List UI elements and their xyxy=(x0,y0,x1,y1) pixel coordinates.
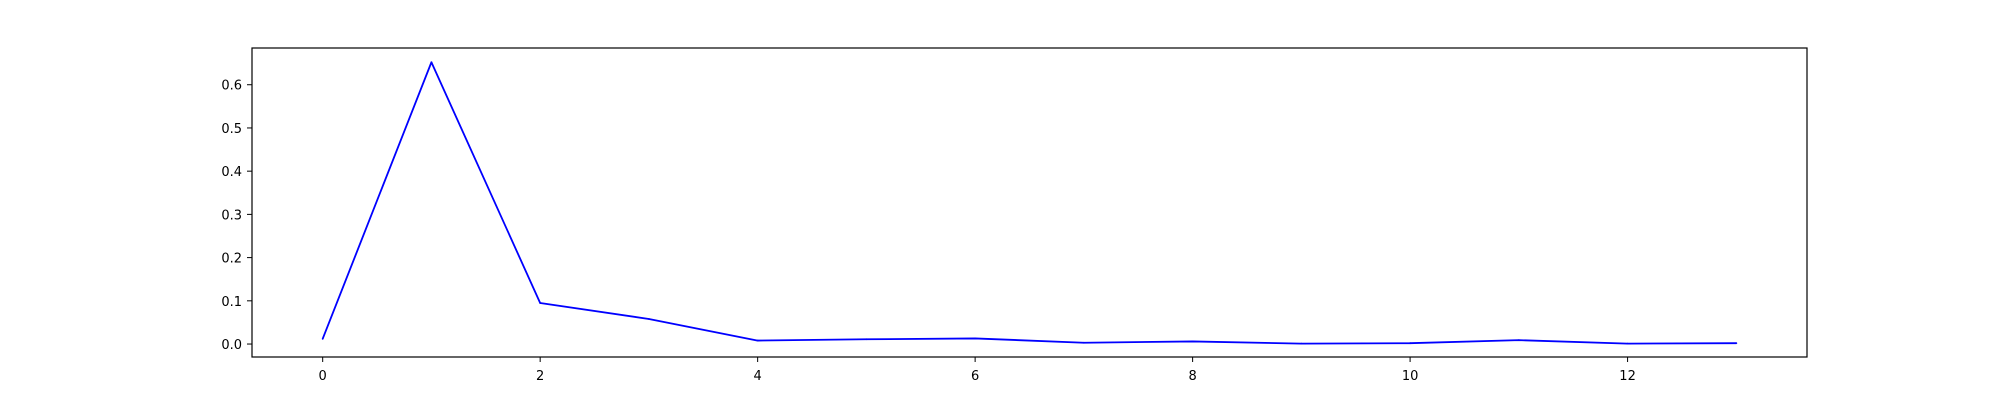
data-point xyxy=(321,337,324,340)
data-point xyxy=(756,339,759,342)
data-point xyxy=(1191,340,1194,343)
y-tick-label: 0.2 xyxy=(221,252,242,267)
x-tick-label: 6 xyxy=(971,369,979,384)
y-tick-label: 0.6 xyxy=(221,79,242,94)
series-line-0 xyxy=(321,61,1737,345)
data-point xyxy=(1735,342,1738,345)
data-point xyxy=(1409,342,1411,345)
y-tick-label: 0.3 xyxy=(221,208,242,223)
y-tick-label: 0.4 xyxy=(221,165,242,180)
data-point xyxy=(430,61,433,64)
y-tick-label: 0.1 xyxy=(221,295,242,310)
x-tick-label: 10 xyxy=(1402,369,1419,384)
data-point xyxy=(539,302,542,304)
data-point xyxy=(1300,342,1303,345)
data-point xyxy=(1626,342,1629,345)
data-point xyxy=(1082,341,1085,344)
data-point xyxy=(865,338,868,341)
x-tick-label: 0 xyxy=(319,369,327,384)
x-tick-label: 2 xyxy=(536,369,544,384)
data-point xyxy=(1517,339,1520,342)
y-tick-label: 0.0 xyxy=(221,338,242,353)
plot-frame xyxy=(251,47,1808,358)
series-layer xyxy=(321,61,1738,345)
data-point xyxy=(974,337,977,340)
x-tick-label: 4 xyxy=(754,369,762,384)
axes-layer: 0 2 4 6 8 10 12 0.0 0.1 0.2 0.3 0.4 0.5 0.6 xyxy=(221,47,1808,384)
data-point xyxy=(648,318,650,320)
x-tick-label: 12 xyxy=(1619,369,1636,384)
x-tick-label: 8 xyxy=(1188,369,1196,384)
y-tick-label: 0.5 xyxy=(221,122,242,137)
